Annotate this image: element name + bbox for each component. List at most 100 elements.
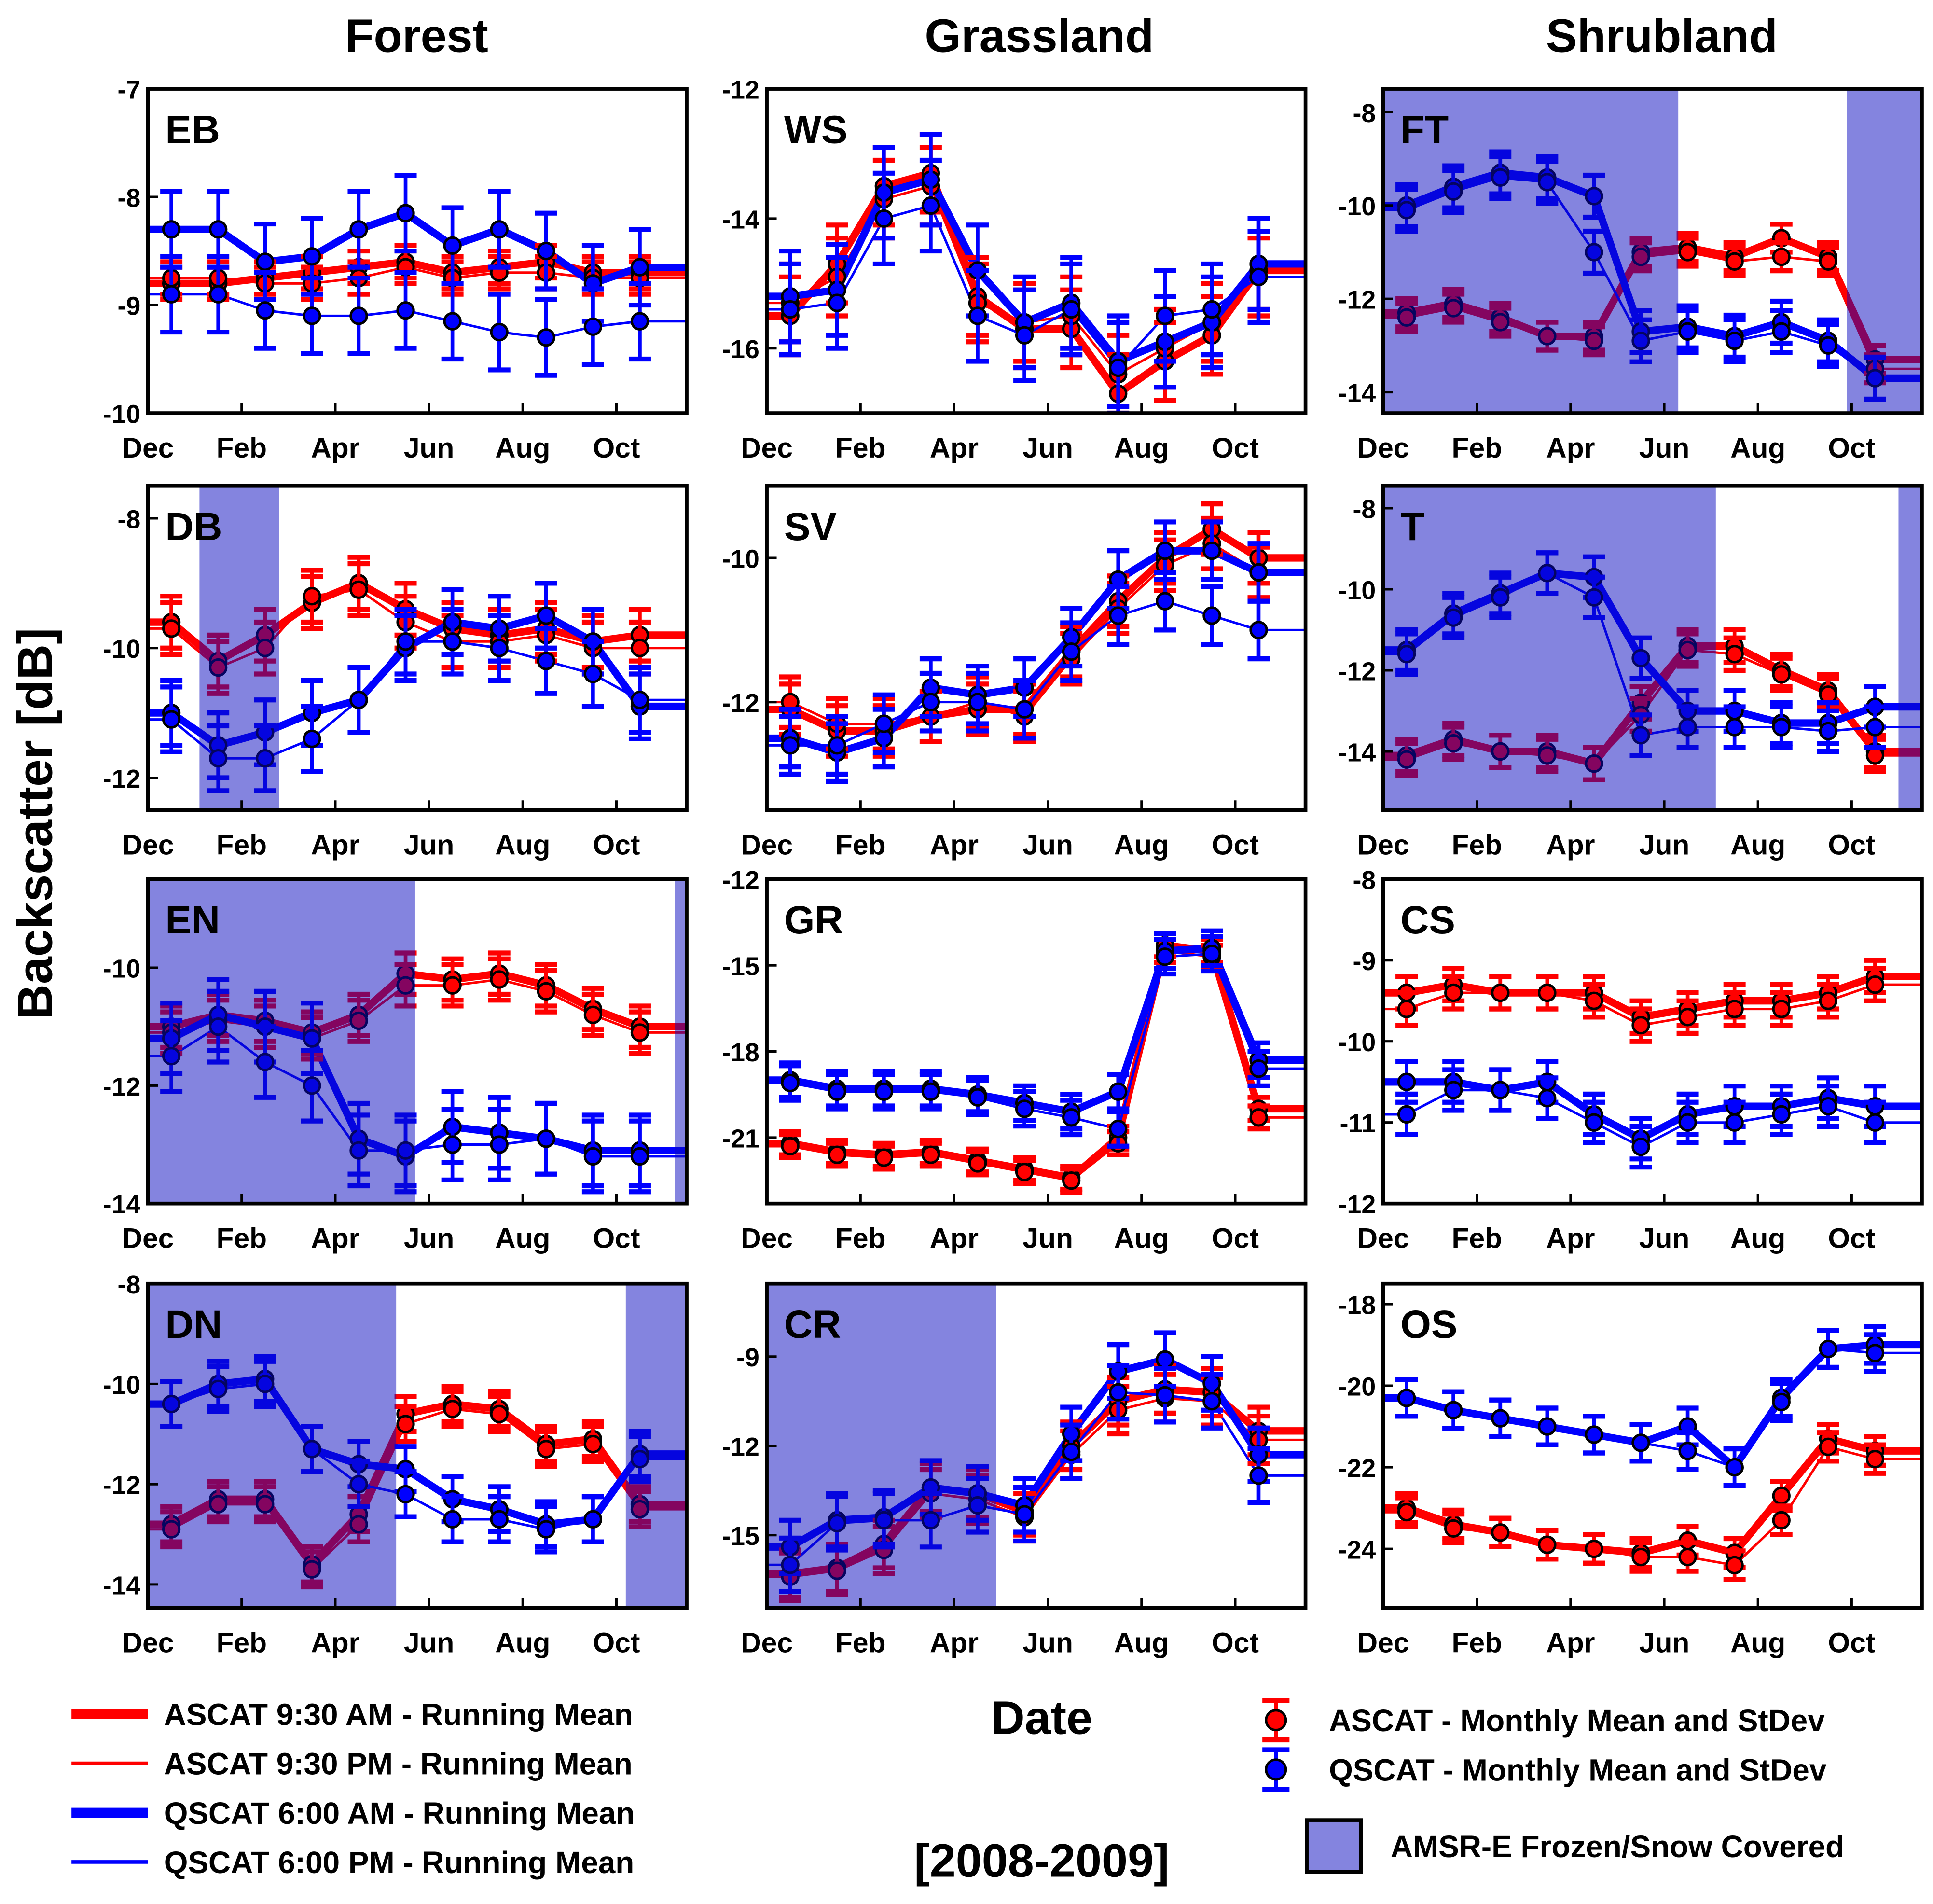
y-tick-label: -15: [722, 1522, 759, 1551]
ascat-monthly-pm-point: [968, 1154, 987, 1173]
qscat-monthly-pm-point: [1819, 336, 1837, 355]
ascat-monthly-pm-point: [1631, 1547, 1650, 1567]
x-tick-label: Dec: [1357, 432, 1409, 464]
qscat-monthly-pm-point: [537, 328, 555, 347]
qscat-monthly-am-point: [1156, 541, 1174, 560]
legend-qscat_pm-label: QSCAT 6:00 PM - Running Mean: [164, 1845, 634, 1880]
qscat-monthly-pm-point: [443, 312, 462, 331]
panel-frame: [765, 87, 1308, 415]
y-tick-label: -10: [103, 400, 141, 429]
qscat-monthly-pm-point: [1631, 1137, 1650, 1156]
x-tick-label: Apr: [311, 1627, 359, 1659]
qscat-monthly-pm-point: [781, 300, 800, 319]
qscat-monthly-pm-point: [828, 736, 846, 755]
y-tick-label: -18: [1339, 1291, 1376, 1320]
ascat-monthly-pm-point: [1491, 983, 1510, 1002]
x-tick-label: Jun: [404, 830, 454, 861]
ascat-monthly-pm-point: [828, 1145, 846, 1164]
x-tick-label: Dec: [1357, 830, 1409, 861]
qscat-monthly-pm-point: [968, 693, 987, 711]
qscat-monthly-pm-point: [1202, 1392, 1221, 1411]
y-tick-label: -8: [1353, 495, 1376, 524]
legend-qscat_am-label: QSCAT 6:00 AM - Running Mean: [164, 1796, 635, 1831]
qscat-monthly-pm-point: [1725, 1113, 1744, 1132]
qscat-am-running-mean: [767, 944, 1306, 1116]
x-tick-label: Oct: [1212, 1627, 1259, 1659]
x-tick-label: Jun: [404, 1627, 454, 1659]
qscat-monthly-pm-point: [1772, 718, 1791, 737]
qscat-monthly-pm-point: [1109, 358, 1128, 377]
plot-area: [1383, 958, 1922, 1170]
x-tick-label: Apr: [311, 432, 359, 464]
ascat-monthly-pm-point: [1725, 1000, 1744, 1018]
legend-frozen-label: AMSR-E Frozen/Snow Covered: [1391, 1829, 1844, 1864]
qscat-monthly-pm-point: [490, 1510, 509, 1529]
qscat-monthly-pm-point: [1678, 322, 1697, 341]
frozen-period-shading: [1383, 486, 1716, 810]
ascat-monthly-pm-point: [1491, 1523, 1510, 1542]
ascat-monthly-pm-point: [1865, 746, 1885, 765]
x-tick-label: Aug: [1114, 830, 1169, 861]
qscat-monthly-am-point: [537, 606, 555, 625]
panel-label: SV: [784, 505, 837, 549]
qscat-monthly-pm-point: [537, 1520, 555, 1539]
qscat-monthly-pm-point: [828, 1082, 846, 1101]
panel-t: T -8 -10 -12 -14 Dec Feb Apr Jun Aug Oct: [1339, 484, 1924, 861]
legend-ascat_am-label: ASCAT 9:30 AM - Running Mean: [164, 1697, 633, 1732]
qscat-monthly-pm-point: [537, 1129, 555, 1148]
panel-frame: [765, 877, 1308, 1206]
x-tick-label: Feb: [835, 830, 885, 861]
frozen-period-shading: [675, 879, 687, 1204]
ascat-monthly-pm-point: [1585, 1539, 1603, 1558]
qscat-monthly-pm-point: [1249, 1466, 1268, 1485]
y-tick-label: -8: [118, 184, 141, 213]
frozen-period-shading: [148, 879, 415, 1204]
qscat-monthly-pm-point: [630, 312, 649, 331]
x-tick-label: Aug: [1730, 432, 1785, 464]
qscat-monthly-pm-point: [1538, 1417, 1557, 1436]
ascat-monthly-pm-point: [162, 619, 181, 638]
y-tick-label: -12: [722, 76, 759, 105]
qscat-monthly-pm-point: [874, 714, 893, 733]
qscat-monthly-pm-point: [1062, 642, 1081, 661]
qscat-monthly-am-point: [443, 236, 462, 255]
qscat-monthly-pm-point: [1585, 1113, 1603, 1132]
x-tick-label: Apr: [311, 830, 359, 861]
y-tick-label: -14: [1339, 379, 1376, 408]
y-tick-label: -12: [1339, 1190, 1376, 1219]
ascat-monthly-pm-point: [1538, 1535, 1557, 1554]
panel-ws: WS -12 -14 -16 Dec Feb Apr Jun Aug Oct: [722, 76, 1308, 464]
ascat-monthly-pm-point: [1725, 645, 1744, 664]
qscat-monthly-pm-point: [303, 729, 321, 749]
x-tick-label: Jun: [1022, 1223, 1073, 1254]
qscat-monthly-pm-point: [1156, 592, 1174, 611]
qscat-monthly-pm-point: [490, 322, 509, 342]
qscat-monthly-pm-point: [583, 1147, 603, 1166]
qscat-monthly-pm-point: [1819, 1339, 1837, 1359]
legend-ascat_monthly-label: ASCAT - Monthly Mean and StDev: [1329, 1703, 1825, 1738]
qscat-monthly-pm-point: [874, 209, 893, 228]
y-tick-label: -8: [1353, 99, 1376, 128]
y-tick-label: -22: [1339, 1454, 1376, 1483]
qscat-monthly-pm-point: [209, 285, 228, 304]
y-tick-label: -14: [722, 205, 759, 234]
qscat-monthly-pm-point: [1109, 606, 1128, 625]
plot-area: [767, 1283, 1306, 1608]
x-tick-label: Jun: [1639, 1223, 1689, 1254]
qscat-monthly-pm-point: [1202, 606, 1221, 625]
qscat-monthly-pm-point: [1725, 718, 1744, 737]
x-tick-label: Jun: [1639, 432, 1689, 464]
frozen-period-shading: [625, 1283, 687, 1608]
y-tick-label: -7: [118, 76, 141, 105]
x-tick-label: Oct: [1212, 432, 1259, 464]
panel-frame: [146, 87, 689, 415]
column-title: Grassland: [925, 9, 1154, 62]
x-tick-label: Apr: [1546, 1223, 1595, 1254]
y-tick-label: -14: [1339, 738, 1376, 767]
qscat-monthly-am-point: [1397, 1072, 1416, 1091]
ascat-monthly-pm-point: [303, 587, 321, 606]
ascat-monthly-pm-point: [1678, 1008, 1697, 1027]
y-tick-label: -8: [118, 505, 141, 534]
y-tick-label: -10: [1339, 192, 1376, 221]
ascat-monthly-pm-point: [1772, 665, 1791, 684]
